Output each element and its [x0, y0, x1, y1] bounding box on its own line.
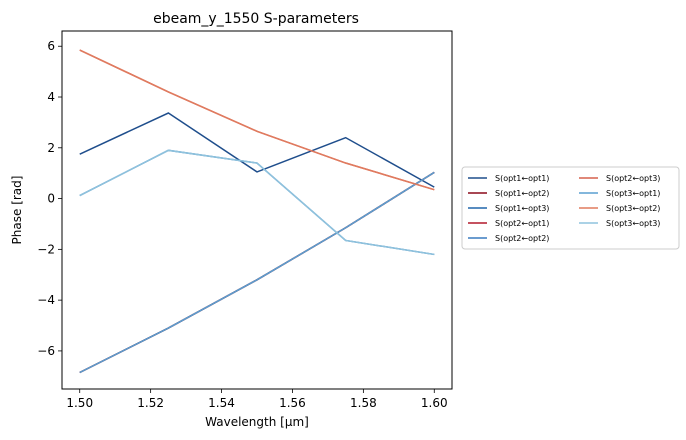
y-tick-label: 6 — [47, 39, 55, 53]
series-line-0 — [79, 112, 435, 188]
series-line-6 — [79, 171, 435, 374]
x-tick-label: 1.56 — [279, 396, 306, 410]
x-tick-label: 1.60 — [421, 396, 448, 410]
y-tick-label: −6 — [37, 344, 55, 358]
plot-frame — [61, 30, 453, 390]
y-axis-label: Phase [rad] — [10, 176, 24, 245]
chart-title: ebeam_y_1550 S-parameters — [153, 11, 359, 27]
y-tick-label: 2 — [47, 141, 55, 155]
legend-label: S(opt3←opt3) — [606, 219, 660, 228]
x-axis-label: Wavelength [µm] — [205, 415, 309, 429]
y-tick-label: 4 — [47, 90, 55, 104]
y-tick-label: −2 — [37, 242, 55, 256]
legend-frame — [461, 166, 680, 250]
x-tick-label: 1.54 — [208, 396, 235, 410]
x-tick-label: 1.52 — [137, 396, 164, 410]
legend-items: S(opt1←opt1) S(opt1←opt2) S(opt1←opt3) S(op… — [468, 174, 660, 243]
legend-label: S(opt1←opt2) — [495, 189, 549, 198]
legend: S(opt1←opt1) S(opt1←opt2) S(opt1←opt3) S(op… — [461, 166, 680, 250]
series-line-2 — [79, 171, 435, 374]
legend-label: S(opt1←opt3) — [495, 204, 549, 213]
legend-label: S(opt1←opt1) — [495, 174, 549, 183]
series-line-8 — [79, 149, 435, 256]
series-line-4 — [79, 149, 435, 256]
legend-label: S(opt2←opt1) — [495, 219, 549, 228]
x-tick-label: 1.58 — [350, 396, 377, 410]
x-tick-label: 1.50 — [66, 396, 93, 410]
series-line-1 — [79, 171, 435, 374]
plot-lines — [79, 49, 435, 374]
x-axis: 1.50 1.52 1.54 1.56 1.58 1.60 — [66, 389, 448, 410]
legend-label: S(opt3←opt2) — [606, 204, 660, 213]
y-tick-label: 0 — [47, 192, 55, 206]
series-line-7 — [79, 49, 435, 191]
legend-label: S(opt3←opt1) — [606, 189, 660, 198]
y-tick-label: −4 — [37, 293, 55, 307]
series-line-3 — [79, 171, 435, 374]
legend-label: S(opt2←opt3) — [606, 174, 660, 183]
legend-label: S(opt2←opt2) — [495, 234, 549, 243]
y-axis: −6 −4 −2 0 2 4 6 — [37, 39, 62, 358]
